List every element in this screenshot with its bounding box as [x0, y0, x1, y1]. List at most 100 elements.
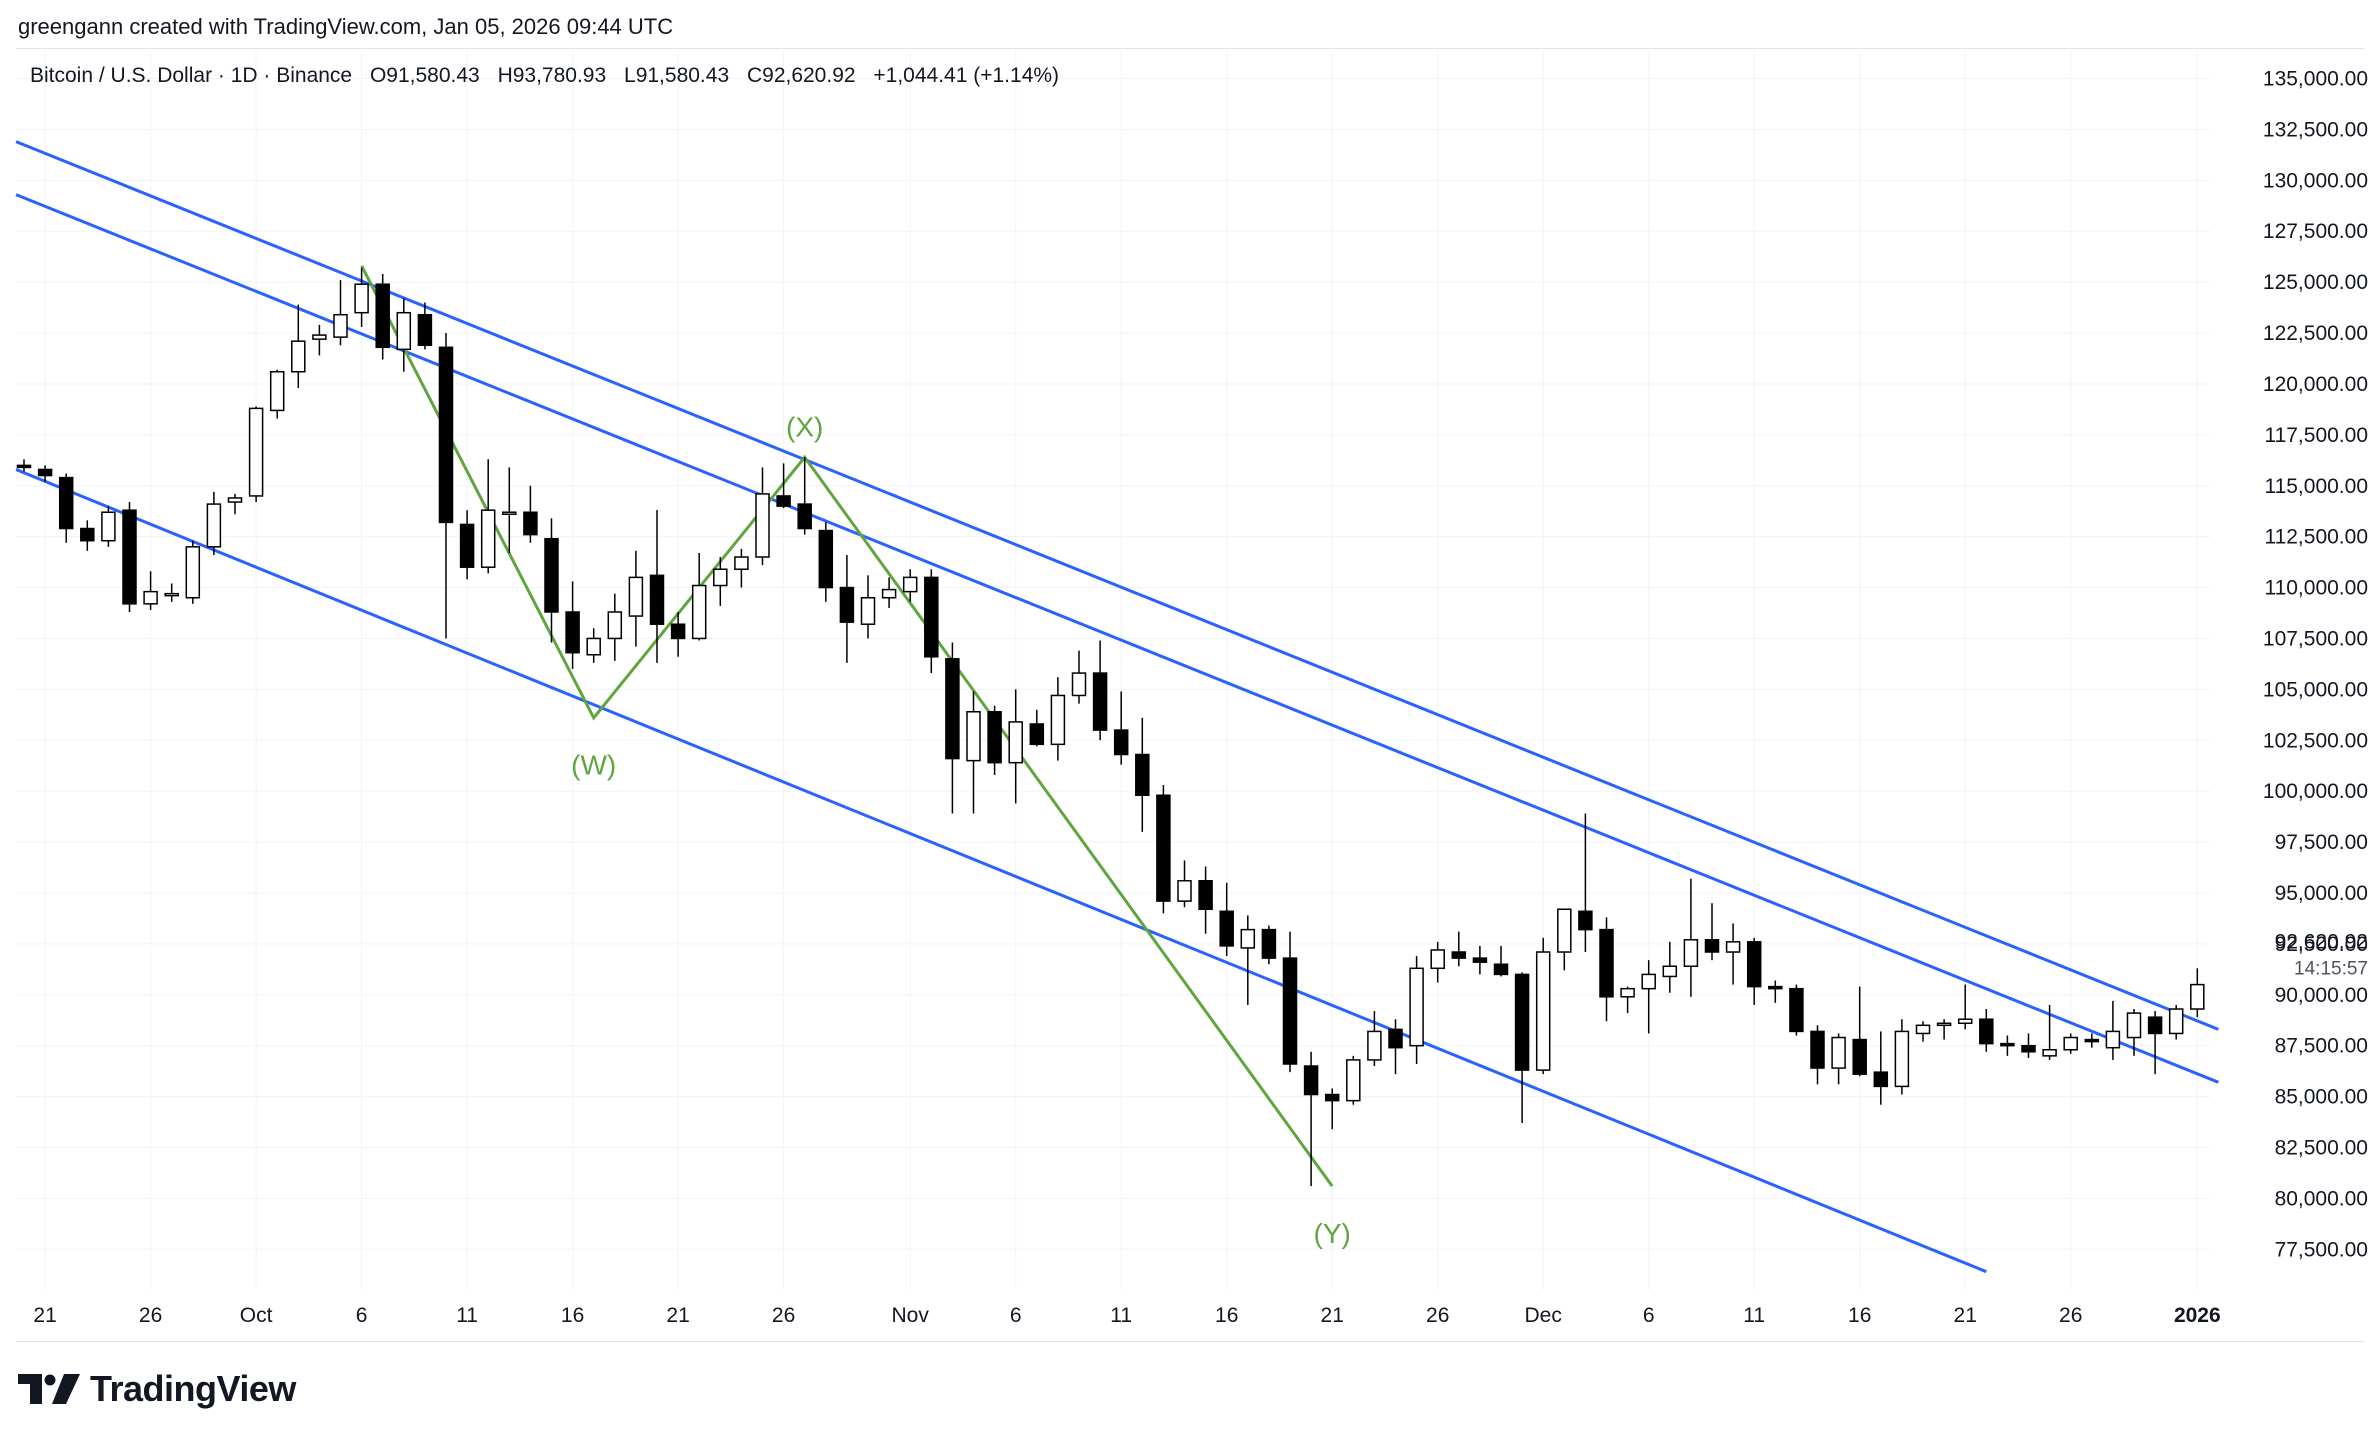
candle[interactable]	[1704, 903, 1720, 961]
candle[interactable]	[649, 510, 665, 663]
candle[interactable]	[1092, 640, 1108, 741]
candle[interactable]	[1894, 1019, 1910, 1095]
candle[interactable]	[1240, 915, 1256, 1005]
candle[interactable]	[1219, 882, 1234, 957]
candle[interactable]	[2000, 1035, 2015, 1056]
candle[interactable]	[1957, 984, 1973, 1030]
candle[interactable]	[1135, 717, 1150, 832]
candle[interactable]	[354, 267, 369, 327]
candle[interactable]	[2063, 1033, 2078, 1054]
candle[interactable]	[164, 583, 179, 602]
candle[interactable]	[1746, 937, 1762, 1005]
candle[interactable]	[58, 473, 74, 543]
candle[interactable]	[2126, 1009, 2142, 1056]
candle[interactable]	[1493, 945, 1509, 977]
candle[interactable]	[1451, 931, 1467, 967]
candle[interactable]	[734, 548, 749, 588]
candle[interactable]	[860, 575, 876, 639]
candle[interactable]	[902, 569, 918, 602]
candle[interactable]	[16, 459, 32, 472]
candle[interactable]	[691, 552, 707, 641]
candle[interactable]	[1535, 937, 1551, 1075]
candle[interactable]	[1303, 1051, 1319, 1187]
candle[interactable]	[417, 302, 433, 350]
candle[interactable]	[2190, 968, 2205, 1018]
candle[interactable]	[1261, 925, 1277, 965]
candle[interactable]	[776, 463, 791, 509]
candle[interactable]	[1050, 677, 1066, 761]
candle[interactable]	[544, 518, 559, 643]
candle[interactable]	[333, 280, 348, 346]
candle[interactable]	[713, 557, 728, 606]
channel-line-lower[interactable]	[15, 468, 1987, 1274]
candle[interactable]	[1768, 980, 1783, 1003]
candle[interactable]	[1324, 1088, 1340, 1130]
candle[interactable]	[1409, 956, 1424, 1064]
legend-symbol[interactable]: Bitcoin / U.S. Dollar · 1D · Binance	[30, 64, 353, 87]
candle[interactable]	[881, 577, 897, 608]
candle[interactable]	[1789, 984, 1804, 1036]
candle[interactable]	[607, 593, 623, 661]
candle[interactable]	[1388, 1019, 1403, 1075]
candle[interactable]	[1662, 941, 1678, 993]
candle[interactable]	[80, 520, 95, 551]
candle[interactable]	[1177, 860, 1192, 908]
candle[interactable]	[2042, 1004, 2057, 1060]
candle[interactable]	[143, 571, 158, 610]
candle[interactable]	[1156, 785, 1171, 914]
candle[interactable]	[1198, 866, 1213, 934]
wave-line[interactable]	[360, 265, 1334, 1188]
candle[interactable]	[459, 510, 475, 580]
candle[interactable]	[586, 628, 601, 663]
candle[interactable]	[565, 581, 580, 669]
candle[interactable]	[1071, 650, 1087, 704]
candle[interactable]	[227, 493, 243, 515]
candle[interactable]	[2021, 1033, 2036, 1058]
candle[interactable]	[755, 467, 770, 566]
candle[interactable]	[797, 457, 812, 535]
candle[interactable]	[1557, 908, 1572, 971]
candle[interactable]	[502, 467, 517, 553]
candle[interactable]	[1346, 1055, 1361, 1105]
candle[interactable]	[1578, 813, 1593, 953]
candle[interactable]	[1282, 931, 1298, 1073]
candle[interactable]	[1936, 1019, 1952, 1040]
candle[interactable]	[1008, 689, 1023, 804]
candle[interactable]	[818, 522, 834, 602]
candle[interactable]	[37, 465, 53, 482]
candle[interactable]	[1472, 945, 1488, 975]
channel-line-upper[interactable]	[15, 140, 2219, 1031]
candle[interactable]	[1725, 923, 1741, 985]
candle[interactable]	[987, 705, 1002, 775]
candle[interactable]	[2168, 1004, 2184, 1040]
candle[interactable]	[101, 506, 116, 547]
candle[interactable]	[206, 491, 222, 555]
candle[interactable]	[1873, 1031, 1889, 1105]
candle[interactable]	[185, 540, 201, 604]
candle[interactable]	[248, 406, 264, 503]
candle[interactable]	[1514, 972, 1530, 1124]
candle[interactable]	[2147, 1011, 2163, 1075]
candle[interactable]	[1831, 1033, 1846, 1085]
candle[interactable]	[1852, 986, 1867, 1077]
candle[interactable]	[269, 369, 285, 419]
candle[interactable]	[1029, 709, 1045, 747]
candle[interactable]	[1641, 960, 1656, 1034]
candle[interactable]	[122, 502, 137, 612]
candle[interactable]	[375, 274, 390, 360]
candle[interactable]	[1810, 1025, 1825, 1085]
candle[interactable]	[1113, 691, 1129, 765]
candle[interactable]	[480, 459, 496, 574]
candle[interactable]	[1430, 941, 1445, 983]
candle[interactable]	[438, 333, 454, 639]
candle[interactable]	[291, 304, 306, 389]
candle[interactable]	[945, 642, 960, 814]
candle[interactable]	[396, 298, 412, 372]
candle[interactable]	[312, 324, 327, 356]
candle[interactable]	[966, 691, 981, 814]
candle[interactable]	[670, 611, 686, 657]
candle[interactable]	[628, 550, 644, 647]
candle[interactable]	[924, 569, 939, 674]
candle[interactable]	[2105, 1000, 2121, 1060]
